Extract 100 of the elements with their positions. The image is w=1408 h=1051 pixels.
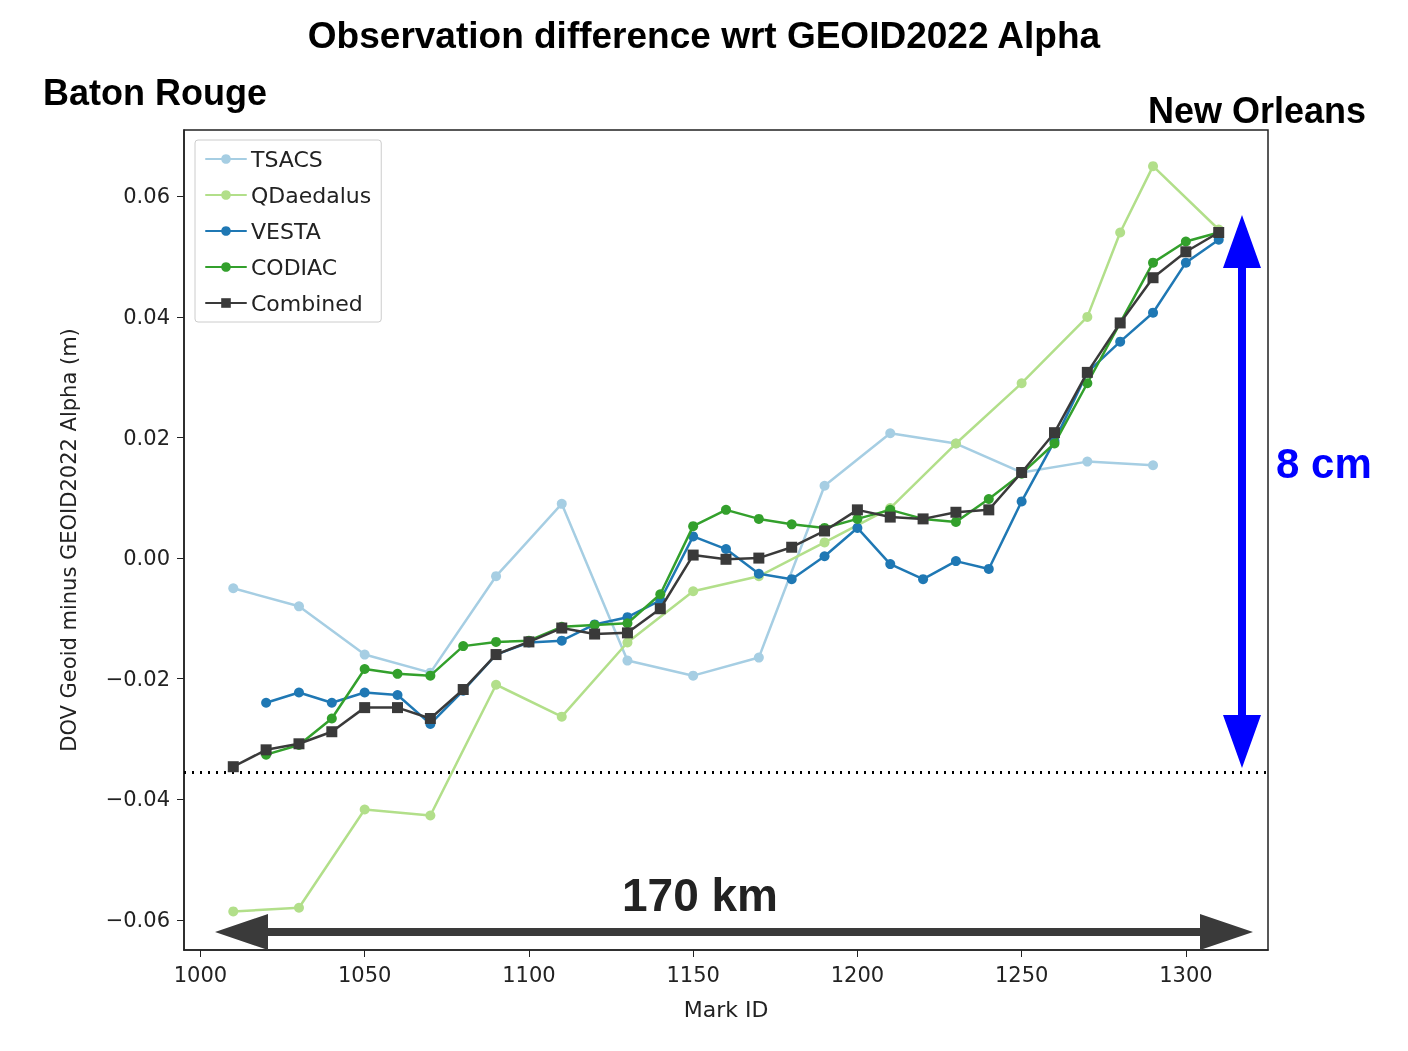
- point: [753, 552, 765, 564]
- point: [950, 516, 961, 527]
- point: [228, 906, 239, 917]
- point: [918, 574, 929, 585]
- point: [359, 804, 370, 815]
- point: [688, 670, 699, 681]
- point: [293, 601, 304, 612]
- point: [983, 563, 994, 574]
- x-tick-label: 1050: [337, 962, 392, 987]
- point: [753, 652, 764, 663]
- point: [326, 697, 337, 708]
- point: [654, 603, 666, 615]
- point: [885, 559, 896, 570]
- point: [1148, 161, 1159, 172]
- point: [950, 506, 962, 518]
- point: [1082, 311, 1093, 322]
- point: [950, 556, 961, 567]
- point: [819, 551, 830, 562]
- point: [688, 521, 699, 532]
- y-tick-label: −0.02: [105, 666, 170, 691]
- x-tick-label: 1100: [502, 962, 556, 987]
- point: [293, 902, 304, 913]
- point: [786, 541, 798, 553]
- point: [1147, 272, 1159, 284]
- point: [326, 726, 338, 738]
- point: [1016, 496, 1027, 507]
- text: Baton Rouge: [43, 72, 267, 114]
- point: [721, 504, 731, 515]
- point: [884, 511, 896, 523]
- point: [1115, 227, 1126, 238]
- point: [1180, 236, 1191, 247]
- point: [260, 744, 272, 756]
- point: [1148, 307, 1159, 318]
- y-tick-label: −0.06: [105, 907, 170, 932]
- point: [228, 583, 239, 594]
- point: [359, 702, 371, 714]
- point: [293, 687, 304, 698]
- point: [326, 713, 337, 724]
- point: [720, 553, 732, 565]
- y-axis-title: DOV Geoid minus GEOID2022 Alpha (m): [56, 328, 81, 752]
- point: [227, 761, 239, 773]
- point: [852, 522, 863, 533]
- point: [556, 635, 567, 646]
- point: [819, 480, 830, 491]
- point: [491, 636, 502, 647]
- point: [1115, 336, 1126, 347]
- y-tick-label: 0.00: [123, 546, 170, 571]
- y-tick-label: 0.06: [123, 184, 170, 209]
- point: [819, 537, 830, 548]
- legend-label: TSACS: [250, 146, 323, 172]
- annotation: New Orleans: [1148, 90, 1367, 132]
- point: [556, 711, 567, 722]
- x-tick-label: 1250: [994, 962, 1049, 987]
- x-axis-title: Mark ID: [683, 996, 769, 1022]
- point: [655, 589, 666, 600]
- point: [392, 668, 403, 679]
- point: [491, 571, 502, 582]
- point: [885, 428, 896, 439]
- chart-title: Observation difference wrt GEOID2022 Alpha: [307, 15, 1101, 56]
- point: [392, 702, 404, 714]
- point: [1082, 456, 1093, 467]
- point: [753, 513, 764, 524]
- point: [688, 586, 699, 597]
- legend-label: VESTA: [251, 218, 321, 244]
- point: [983, 504, 995, 516]
- point: [851, 504, 863, 516]
- point: [261, 697, 272, 708]
- point: [1148, 257, 1159, 268]
- y-tick-label: −0.04: [105, 787, 170, 812]
- point: [424, 712, 436, 724]
- point: [622, 655, 633, 666]
- point: [1180, 246, 1192, 258]
- point: [786, 519, 797, 530]
- point: [1180, 257, 1191, 268]
- point: [1082, 378, 1093, 389]
- point: [621, 627, 633, 639]
- point: [819, 525, 831, 537]
- point: [589, 628, 601, 640]
- point: [556, 498, 567, 509]
- point: [786, 574, 797, 585]
- point: [458, 641, 469, 652]
- point: [359, 649, 370, 660]
- text: 8 cm: [1276, 440, 1372, 488]
- point: [1148, 460, 1159, 471]
- point: [491, 679, 502, 690]
- point: [983, 494, 994, 504]
- point: [359, 687, 370, 698]
- point: [1016, 378, 1027, 389]
- point: [687, 549, 699, 561]
- x-tick-label: 1000: [173, 962, 228, 987]
- point: [425, 810, 436, 821]
- point: [359, 664, 370, 675]
- point: [1048, 427, 1060, 439]
- legend-label: Combined: [251, 290, 363, 316]
- point: [392, 689, 403, 700]
- point: [622, 637, 633, 648]
- x-tick-label: 1150: [666, 962, 720, 987]
- point: [622, 618, 633, 629]
- y-tick-label: 0.04: [123, 304, 170, 329]
- x-tick-label: 1200: [830, 962, 885, 987]
